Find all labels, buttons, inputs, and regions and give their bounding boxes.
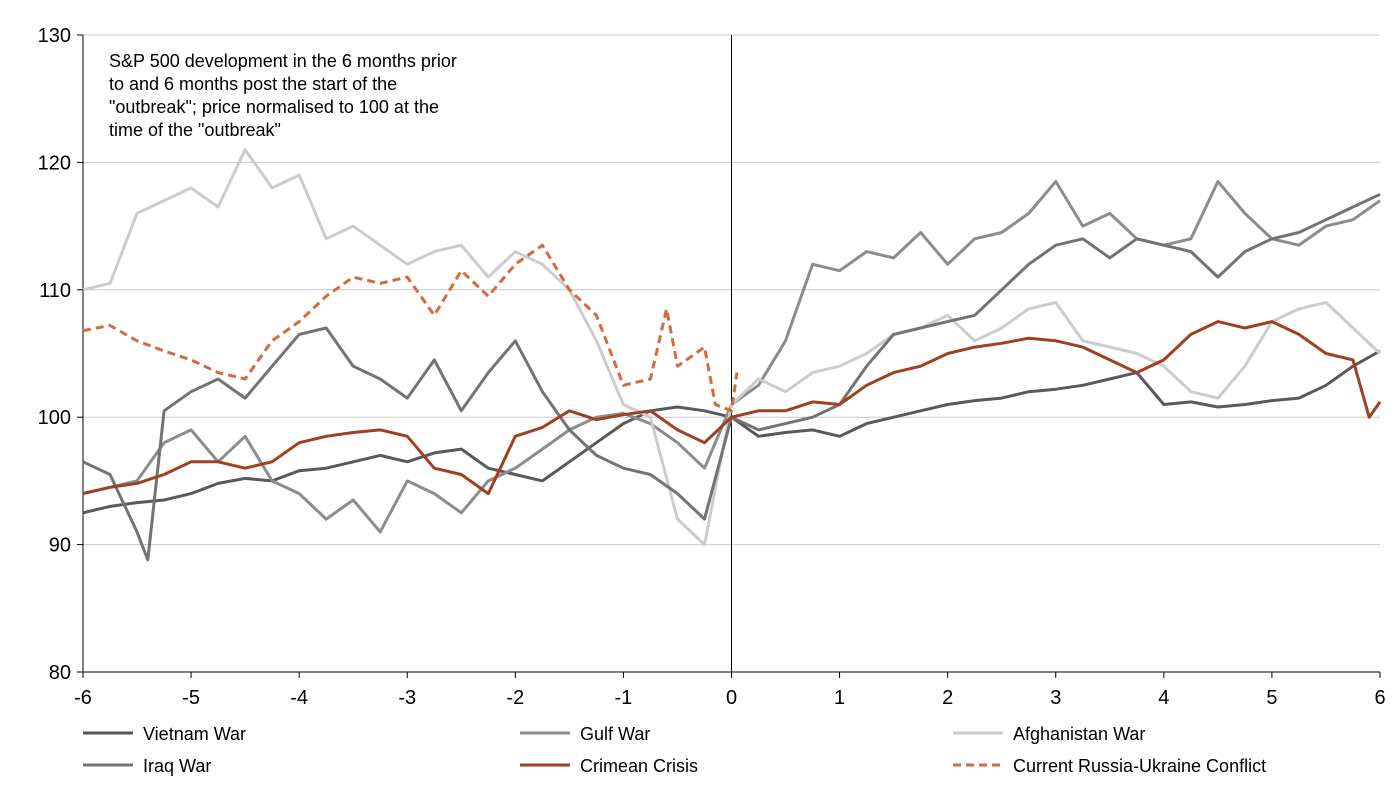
- y-tick-label: 80: [49, 662, 71, 684]
- annotation-line: time of the "outbreak": [109, 120, 281, 140]
- series-line-4: [82, 320, 1382, 496]
- annotation-text: S&P 500 development in the 6 months prio…: [109, 51, 457, 140]
- tick-labels: -6 -5 -4 -3 -2 -1 0 1 2 3 4 5 6 80 90 100 110 120 130: [38, 25, 1386, 709]
- annotation-line: S&P 500 development in the 6 months prio…: [109, 51, 457, 71]
- annotation-line: to and 6 months post the start of the: [109, 74, 397, 94]
- x-tick-label: 3: [1050, 687, 1061, 709]
- x-tick-label: 6: [1374, 687, 1385, 709]
- x-tick-label: 1: [834, 687, 845, 709]
- legend: Vietnam War Gulf War Afghanistan War Iraq W…: [83, 724, 1266, 776]
- axes: [77, 34, 1381, 678]
- series-lines: [82, 148, 1382, 562]
- x-tick-label: -6: [74, 687, 92, 709]
- x-tick-label: -2: [506, 687, 524, 709]
- x-tick-label: -3: [398, 687, 416, 709]
- y-tick-label: 120: [38, 152, 71, 174]
- x-tick-label: 4: [1158, 687, 1169, 709]
- x-tick-label: 5: [1266, 687, 1277, 709]
- legend-label: Vietnam War: [143, 724, 246, 744]
- legend-label: Afghanistan War: [1013, 724, 1145, 744]
- y-tick-label: 90: [49, 535, 71, 557]
- annotation-line: "outbreak"; price normalised to 100 at t…: [109, 97, 439, 117]
- legend-label: Gulf War: [580, 724, 650, 744]
- x-tick-label: -4: [290, 687, 308, 709]
- y-tick-label: 100: [38, 407, 71, 429]
- series-line-3: [82, 192, 1381, 562]
- x-tick-label: -1: [615, 687, 633, 709]
- legend-label: Crimean Crisis: [580, 756, 698, 776]
- legend-label: Current Russia-Ukraine Conflict: [1013, 756, 1266, 776]
- x-tick-label: -5: [182, 687, 200, 709]
- legend-label: Iraq War: [143, 756, 211, 776]
- x-tick-label: 2: [942, 687, 953, 709]
- x-tick-label: 0: [726, 687, 737, 709]
- series-line-5: [82, 243, 739, 413]
- y-tick-label: 130: [38, 25, 71, 47]
- y-tick-label: 110: [39, 280, 71, 302]
